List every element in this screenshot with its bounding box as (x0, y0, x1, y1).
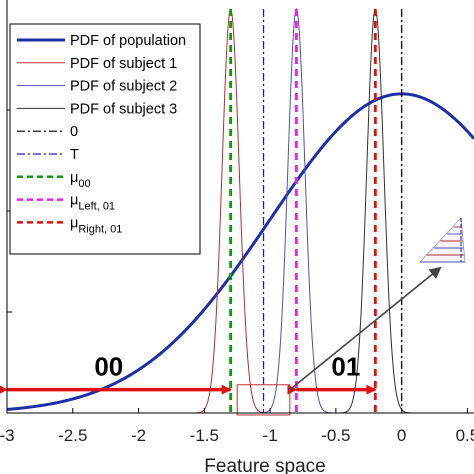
annotations-layer: 00 01 (0, 217, 466, 416)
x-tick-label-6: -0.5 (321, 426, 350, 445)
x-tick-label-5: -1 (263, 426, 278, 445)
legend-label-1: PDF of population (70, 33, 186, 49)
zoom-inset (419, 217, 466, 263)
vlines-layer (229, 9, 403, 413)
legend-label-2: PDF of subject 1 (70, 56, 177, 72)
zoom-box (236, 384, 291, 416)
x-axis-label: Feature space (204, 456, 325, 474)
range-label-1: 00 (94, 352, 123, 382)
legend: PDF of population PDF of subject 1 PDF of … (9, 23, 201, 255)
legend-label-6: T (70, 147, 79, 163)
x-tick-label-7: 0 (397, 426, 406, 445)
x-tick-label-3: -2 (131, 426, 146, 445)
x-tick-label-2: -2.5 (58, 426, 87, 445)
x-tick-label-1: -3 (0, 426, 15, 445)
range-label-2: 01 (331, 352, 360, 382)
legend-label-3: PDF of subject 2 (70, 79, 177, 95)
zoom-connector-arrow (289, 266, 442, 391)
axes-layer: -3 -2.5 -2 -1.5 -1 -0.5 0 0.5 (0, 0, 474, 445)
x-tick-label-4: -1.5 (190, 426, 219, 445)
series-line-1 (6, 92, 474, 411)
x-tick-label-8: 0.5 (456, 426, 474, 445)
legend-label-4: PDF of subject 3 (70, 101, 177, 117)
legend-label-5: 0 (70, 124, 78, 140)
